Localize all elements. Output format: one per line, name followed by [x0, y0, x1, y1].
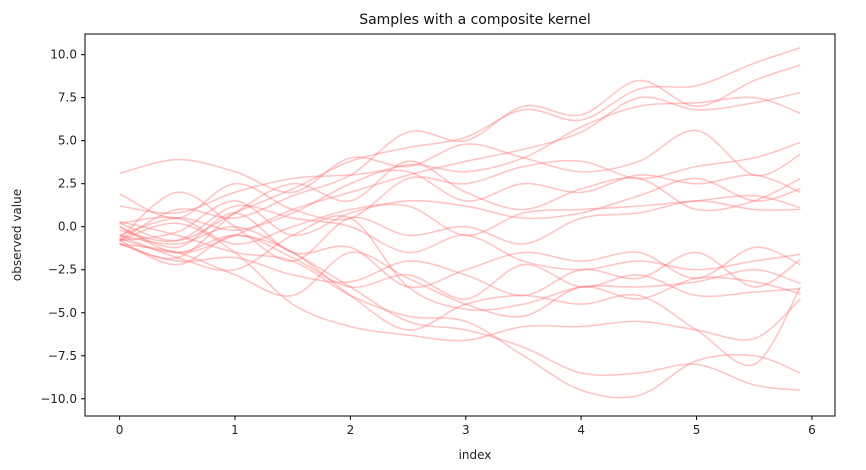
series-line-14	[119, 243, 801, 297]
series-line-4	[119, 96, 801, 237]
y-tick-label: 5.0	[58, 134, 77, 148]
series-line-20	[119, 234, 802, 367]
series-line-5	[119, 129, 801, 194]
plot-frame	[84, 33, 836, 417]
series-line-12	[119, 204, 801, 271]
x-tick-label: 6	[808, 423, 816, 437]
x-tick-label: 2	[347, 423, 355, 437]
y-tick-label: 0.0	[58, 220, 77, 234]
y-axis-label: observed value	[10, 189, 24, 281]
y-tick-label: −2.5	[48, 263, 77, 277]
series-line-13	[119, 212, 801, 289]
series-line-8	[119, 160, 801, 260]
series-line-17	[119, 243, 801, 318]
series-line-1	[119, 47, 801, 242]
series-line-6	[119, 141, 801, 221]
series-line-18	[119, 222, 801, 342]
x-axis-label: index	[459, 448, 492, 462]
x-tick-label: 5	[693, 423, 701, 437]
x-tick-label: 1	[231, 423, 239, 437]
y-tick-label: 2.5	[58, 177, 77, 191]
y-tick-label: −5.0	[48, 306, 77, 320]
x-tick-label: 4	[577, 423, 585, 437]
series-line-10	[119, 194, 801, 245]
y-tick-label: −10.0	[40, 392, 77, 406]
x-tick-label: 0	[116, 423, 124, 437]
series-line-21	[119, 220, 801, 399]
series-lines	[119, 47, 802, 399]
series-line-9	[119, 177, 801, 242]
series-line-2	[119, 64, 801, 242]
chart-title: Samples with a composite kernel	[359, 12, 591, 28]
series-line-19	[119, 225, 801, 391]
y-tick-label: 7.5	[58, 91, 77, 105]
series-line-15	[119, 215, 801, 312]
series-line-16	[119, 234, 801, 300]
series-line-11	[119, 191, 801, 262]
y-tick-label: −7.5	[48, 349, 77, 363]
y-axis-ticks: −10.0 −7.5 −5.0 −2.5 0.0 2.5 5.0 7.5 10.0	[40, 48, 85, 406]
series-line-7	[119, 169, 801, 215]
x-tick-label: 3	[462, 423, 470, 437]
series-line-3	[119, 91, 801, 254]
y-tick-label: 10.0	[50, 48, 77, 62]
x-axis-ticks: 0 1 2 3 4 5 6	[116, 416, 816, 437]
